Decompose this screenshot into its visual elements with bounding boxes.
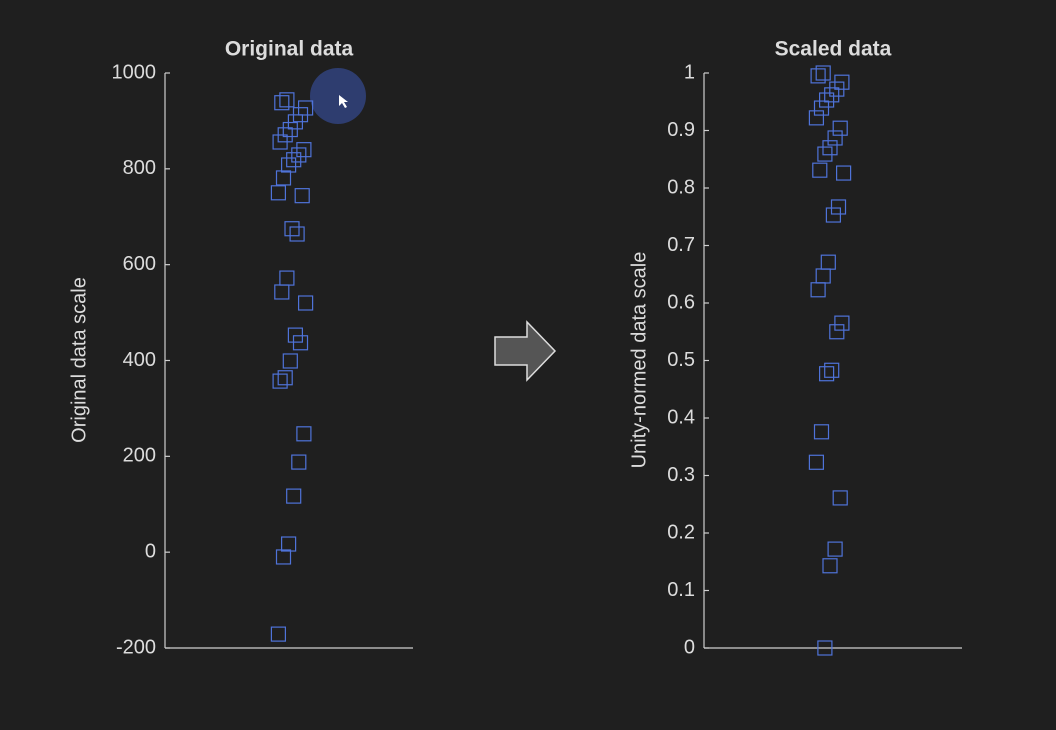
marker xyxy=(291,454,307,470)
y-tick-label: 0.8 xyxy=(667,176,695,198)
marker xyxy=(275,549,292,565)
marker xyxy=(832,120,848,136)
y-tick-label: 200 xyxy=(123,445,156,467)
y-tick-label: 0.2 xyxy=(667,521,695,543)
marker xyxy=(270,626,286,642)
y-tick-label: 400 xyxy=(123,349,156,371)
marker xyxy=(817,146,833,162)
y-tick-label: 0.3 xyxy=(667,464,695,486)
cursor-highlight xyxy=(310,68,366,124)
marker xyxy=(812,162,828,178)
y-tick-label: 0.7 xyxy=(667,234,695,256)
marker xyxy=(835,165,852,181)
marker xyxy=(832,490,848,506)
marker xyxy=(827,541,843,557)
y-tick-label: 0.9 xyxy=(667,119,695,141)
marker xyxy=(277,127,293,143)
marker xyxy=(834,315,850,331)
marker xyxy=(281,157,297,173)
marker xyxy=(820,254,836,270)
y-tick-label: 0.4 xyxy=(667,406,695,428)
y-tick-label: 800 xyxy=(123,157,156,179)
marker xyxy=(284,221,300,237)
marker xyxy=(825,207,842,223)
marker xyxy=(296,142,312,158)
marker xyxy=(810,68,826,84)
y-tick-label: 1 xyxy=(684,61,695,83)
marker xyxy=(822,140,838,156)
y-tick-label: 0 xyxy=(145,540,156,562)
marker xyxy=(282,353,298,369)
marker xyxy=(827,130,843,146)
marker xyxy=(830,199,847,215)
marker xyxy=(824,87,840,103)
y-tick-label: 0.6 xyxy=(667,291,695,313)
marker xyxy=(829,324,845,340)
marker xyxy=(813,424,830,440)
marker xyxy=(813,100,830,116)
marker xyxy=(275,170,292,186)
y-tick-label: -200 xyxy=(116,636,156,658)
marker xyxy=(298,100,314,116)
marker xyxy=(808,454,825,470)
marker xyxy=(818,92,835,108)
marker xyxy=(274,95,290,111)
chart-title: Original data xyxy=(225,38,354,61)
arrow xyxy=(494,320,557,382)
y-tick-label: 0 xyxy=(684,636,695,658)
marker xyxy=(824,362,840,378)
marker xyxy=(286,488,302,504)
marker xyxy=(298,295,314,311)
marker xyxy=(815,65,831,81)
marker xyxy=(286,152,302,168)
marker xyxy=(834,74,850,90)
marker xyxy=(818,366,835,382)
marker xyxy=(281,536,297,552)
y-tick-label: 600 xyxy=(123,253,156,275)
y-tick-label: 1000 xyxy=(112,61,157,83)
marker xyxy=(272,373,288,389)
chart-title: Scaled data xyxy=(775,38,892,61)
y-axis-label: Unity-normed data scale xyxy=(628,252,650,469)
marker xyxy=(294,188,310,204)
marker xyxy=(279,92,295,108)
marker xyxy=(277,370,293,386)
marker xyxy=(287,327,303,343)
y-axis-label: Original data scale xyxy=(68,277,90,443)
marker xyxy=(289,226,305,242)
y-tick-label: 0.1 xyxy=(667,579,695,601)
marker xyxy=(808,110,825,126)
marker xyxy=(292,335,309,351)
marker xyxy=(817,640,833,656)
marker xyxy=(270,185,286,201)
y-tick-label: 0.5 xyxy=(667,349,695,371)
marker xyxy=(279,270,295,286)
cursor xyxy=(339,95,348,108)
marker xyxy=(822,558,838,574)
marker xyxy=(282,121,298,138)
marker xyxy=(296,426,312,442)
marker xyxy=(291,147,307,163)
